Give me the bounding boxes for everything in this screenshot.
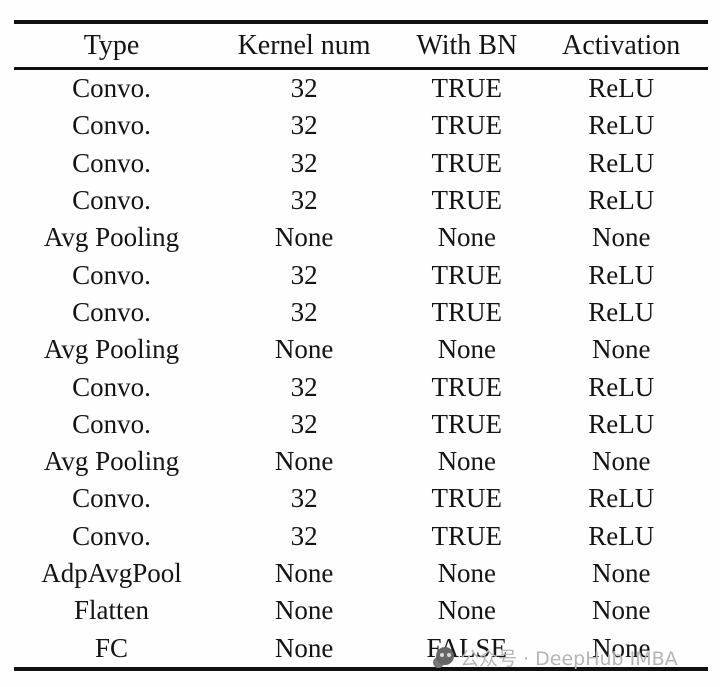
- table-row: Flatten None None None: [14, 592, 708, 629]
- cell-type: Convo.: [72, 371, 151, 402]
- cell-kernel-num: None: [274, 632, 334, 663]
- cell-kernel-num: 32: [290, 73, 318, 104]
- cell-with-bn: None: [437, 222, 497, 253]
- cell-activation: ReLU: [588, 259, 655, 290]
- cell-activation: ReLU: [588, 483, 655, 514]
- watermark: 公众号 · DeepHub IMBA: [433, 644, 678, 671]
- cell-activation: None: [591, 334, 651, 365]
- cell-kernel-num: None: [274, 595, 334, 626]
- cell-with-bn: None: [437, 558, 497, 588]
- cell-type: Convo.: [72, 185, 151, 216]
- cell-activation: None: [591, 595, 651, 626]
- cell-type: Avg Pooling: [43, 446, 180, 477]
- table-row: AdpAvgPool None None None: [14, 555, 708, 592]
- column-header-activation: Activation: [562, 29, 681, 61]
- table-row: Convo. 32 TRUE ReLU: [14, 518, 708, 555]
- cell-with-bn: TRUE: [431, 110, 503, 141]
- column-header-type: Type: [83, 29, 140, 61]
- cell-type: Convo.: [72, 296, 151, 327]
- cell-with-bn: TRUE: [431, 73, 503, 104]
- cell-kernel-num: 32: [290, 483, 318, 514]
- cell-with-bn: None: [437, 446, 497, 477]
- table-row: Convo. 32 TRUE ReLU: [14, 480, 708, 517]
- table-row: Convo. 32 TRUE ReLU: [14, 406, 708, 443]
- cell-activation: ReLU: [588, 296, 655, 327]
- table-top-rule: [14, 20, 708, 24]
- table-row: Convo. 32 TRUE ReLU: [14, 107, 708, 144]
- cell-activation: ReLU: [588, 408, 655, 439]
- watermark-text: 公众号 · DeepHub IMBA: [460, 648, 678, 670]
- cell-type: Convo.: [72, 259, 151, 290]
- cell-with-bn: TRUE: [431, 483, 503, 514]
- column-header-kernel-num: Kernel num: [237, 29, 371, 61]
- cell-type: AdpAvgPool: [41, 558, 182, 588]
- table-row: Convo. 32 TRUE ReLU: [14, 294, 708, 331]
- cell-kernel-num: 32: [290, 110, 318, 141]
- table-row: Avg Pooling None None None: [14, 331, 708, 368]
- cell-with-bn: TRUE: [431, 296, 503, 327]
- cell-type: Convo.: [72, 73, 151, 104]
- cell-with-bn: TRUE: [431, 371, 503, 402]
- table-row: Convo. 32 TRUE ReLU: [14, 182, 708, 219]
- cell-activation: ReLU: [588, 520, 655, 551]
- cell-activation: None: [591, 446, 651, 477]
- cell-with-bn: TRUE: [431, 147, 503, 178]
- cell-kernel-num: 32: [290, 371, 318, 402]
- cell-kernel-num: None: [274, 222, 334, 253]
- cell-activation: ReLU: [588, 147, 655, 178]
- table-bottom-rule: [14, 666, 708, 671]
- cell-activation: ReLU: [588, 110, 655, 141]
- cell-with-bn: None: [437, 334, 497, 365]
- cell-type: Avg Pooling: [43, 334, 180, 365]
- cell-kernel-num: 32: [290, 259, 318, 290]
- table-row: Convo. 32 TRUE ReLU: [14, 368, 708, 405]
- cell-kernel-num: None: [274, 446, 334, 477]
- cell-activation: None: [591, 222, 651, 253]
- wechat-official-account-icon: [433, 647, 454, 668]
- cell-with-bn: TRUE: [431, 408, 503, 439]
- cell-type: FC: [94, 632, 129, 663]
- table-row: Avg Pooling None None None: [14, 219, 708, 256]
- cell-type: Convo.: [72, 110, 151, 141]
- cell-with-bn: TRUE: [431, 259, 503, 290]
- cell-activation: None: [591, 558, 651, 588]
- table-row: Convo. 32 TRUE ReLU: [14, 145, 708, 182]
- table-row: FC None FALSE None: [14, 629, 708, 666]
- cell-activation: ReLU: [588, 73, 655, 104]
- cell-type: Flatten: [74, 595, 149, 626]
- cell-with-bn: TRUE: [431, 185, 503, 216]
- cell-kernel-num: 32: [290, 296, 318, 327]
- cell-activation: ReLU: [588, 371, 655, 402]
- cell-with-bn: TRUE: [431, 520, 503, 551]
- cell-activation: ReLU: [588, 185, 655, 216]
- column-header-with-bn: With BN: [416, 29, 518, 61]
- table-mid-rule: [14, 67, 708, 70]
- cell-kernel-num: None: [274, 558, 334, 588]
- cell-type: Convo.: [72, 408, 151, 439]
- cell-kernel-num: 32: [290, 520, 318, 551]
- cell-activation: None: [591, 632, 651, 663]
- architecture-table: Type Kernel num With BN Activation Convo…: [14, 20, 708, 671]
- table-row: Avg Pooling None None None: [14, 443, 708, 480]
- cell-type: Convo.: [72, 147, 151, 178]
- cell-type: Avg Pooling: [43, 222, 180, 253]
- cell-kernel-num: None: [274, 334, 334, 365]
- table-row: Convo. 32 TRUE ReLU: [14, 70, 708, 107]
- cell-type: Convo.: [72, 483, 151, 514]
- cell-kernel-num: 32: [290, 185, 318, 216]
- cell-type: Convo.: [72, 520, 151, 551]
- cell-kernel-num: 32: [290, 147, 318, 178]
- cell-kernel-num: 32: [290, 408, 318, 439]
- cell-with-bn: None: [437, 595, 497, 626]
- table-header-row: Type Kernel num With BN Activation: [14, 24, 708, 67]
- table-row: Convo. 32 TRUE ReLU: [14, 256, 708, 293]
